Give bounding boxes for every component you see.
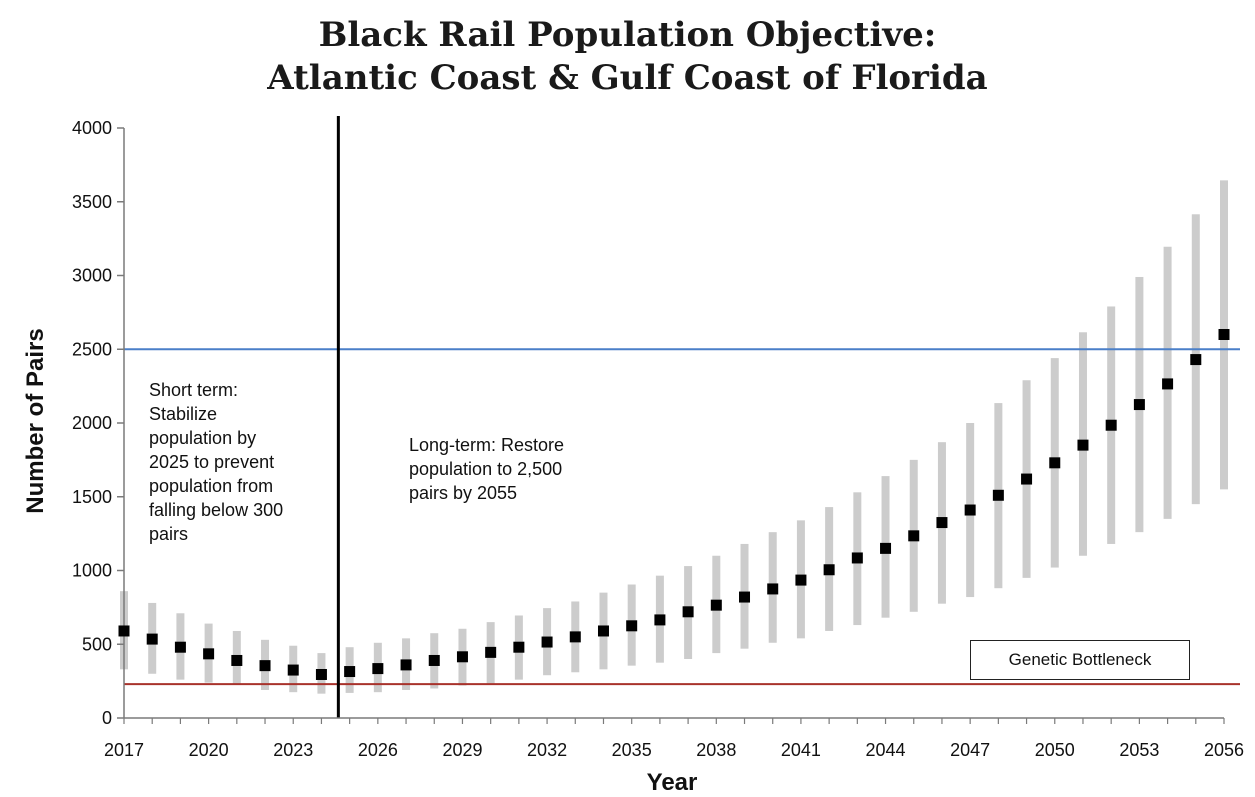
x-tick-label-2050: 2050 (1035, 740, 1075, 760)
data-point-2055 (1190, 354, 1202, 366)
x-tick-label-2035: 2035 (612, 740, 652, 760)
x-tick-label-2032: 2032 (527, 740, 567, 760)
data-point-2017 (118, 625, 130, 637)
data-point-2040 (767, 583, 779, 595)
data-point-2049 (1021, 473, 1033, 485)
data-point-2042 (823, 564, 835, 576)
x-tick-label-2023: 2023 (273, 740, 313, 760)
data-point-2029 (456, 651, 468, 663)
x-tick-label-2038: 2038 (696, 740, 736, 760)
long-term-annotation: Long-term: Restore population to 2,500 p… (409, 435, 565, 503)
chart-title: Black Rail Population Objective: Atlanti… (0, 14, 1255, 100)
tick-labels: 0 500 1000 1500 2000 2500 3000 3500 4000 2017 2020… (72, 118, 1244, 760)
data-point-2025 (344, 666, 356, 678)
data-point-2039 (739, 591, 751, 603)
x-tick-label-2017: 2017 (104, 740, 144, 760)
data-point-2033 (569, 631, 581, 643)
data-point-2036 (654, 614, 666, 626)
data-point-2053 (1133, 399, 1145, 411)
y-tick-label-500: 500 (82, 634, 112, 654)
data-point-2035 (626, 620, 638, 632)
data-point-2018 (146, 633, 158, 645)
x-axis-title: Year (647, 769, 698, 796)
reference-lines (124, 116, 1240, 718)
data-point-2026 (372, 663, 384, 675)
data-point-2020 (203, 648, 215, 660)
data-point-2051 (1077, 439, 1089, 451)
range-bars (120, 180, 1228, 694)
data-point-2045 (908, 530, 920, 542)
data-point-2052 (1105, 419, 1117, 431)
data-point-2038 (710, 599, 722, 611)
data-point-2032 (541, 636, 553, 648)
data-point-2034 (597, 625, 609, 637)
data-point-2021 (231, 654, 243, 666)
short-term-annotation: Short term: Stabilize population by 2025… (149, 380, 284, 544)
y-tick-label-4000: 4000 (72, 118, 112, 138)
data-point-2028 (428, 654, 440, 666)
data-point-2019 (174, 641, 186, 653)
y-tick-label-3500: 3500 (72, 192, 112, 212)
data-point-2050 (1049, 457, 1061, 469)
y-tick-label-1000: 1000 (72, 561, 112, 581)
chart-title-line-1: Black Rail Population Objective: (318, 15, 937, 55)
data-point-2023 (287, 664, 299, 676)
genetic-bottleneck-label: Genetic Bottleneck (970, 640, 1190, 680)
data-point-2046 (936, 517, 948, 529)
data-point-2054 (1162, 378, 1174, 390)
y-tick-label-1500: 1500 (72, 487, 112, 507)
axes (117, 127, 1225, 724)
y-axis-title: Number of Pairs (22, 328, 49, 513)
data-point-2056 (1218, 329, 1230, 340)
data-point-2047 (964, 504, 976, 516)
x-tick-label-2029: 2029 (442, 740, 482, 760)
x-tick-label-2056: 2056 (1204, 740, 1244, 760)
data-point-2027 (400, 659, 412, 671)
y-tick-label-2500: 2500 (72, 339, 112, 359)
data-point-2024 (315, 668, 327, 680)
data-point-2041 (795, 574, 807, 586)
data-point-2037 (682, 606, 694, 618)
data-point-2030 (485, 646, 497, 658)
y-tick-label-0: 0 (102, 708, 112, 728)
y-tick-label-3000: 3000 (72, 266, 112, 286)
x-tick-label-2041: 2041 (781, 740, 821, 760)
x-tick-label-2047: 2047 (950, 740, 990, 760)
data-point-2031 (513, 641, 525, 653)
x-tick-label-2044: 2044 (866, 740, 906, 760)
x-tick-label-2020: 2020 (189, 740, 229, 760)
chart-title-line-2: Atlantic Coast & Gulf Coast of Florida (267, 58, 988, 98)
data-point-2044 (880, 542, 892, 554)
data-points (118, 329, 1230, 680)
y-tick-label-2000: 2000 (72, 413, 112, 433)
x-tick-label-2026: 2026 (358, 740, 398, 760)
data-point-2022 (259, 660, 271, 672)
data-point-2048 (992, 489, 1004, 501)
x-tick-label-2053: 2053 (1119, 740, 1159, 760)
data-point-2043 (851, 552, 863, 564)
